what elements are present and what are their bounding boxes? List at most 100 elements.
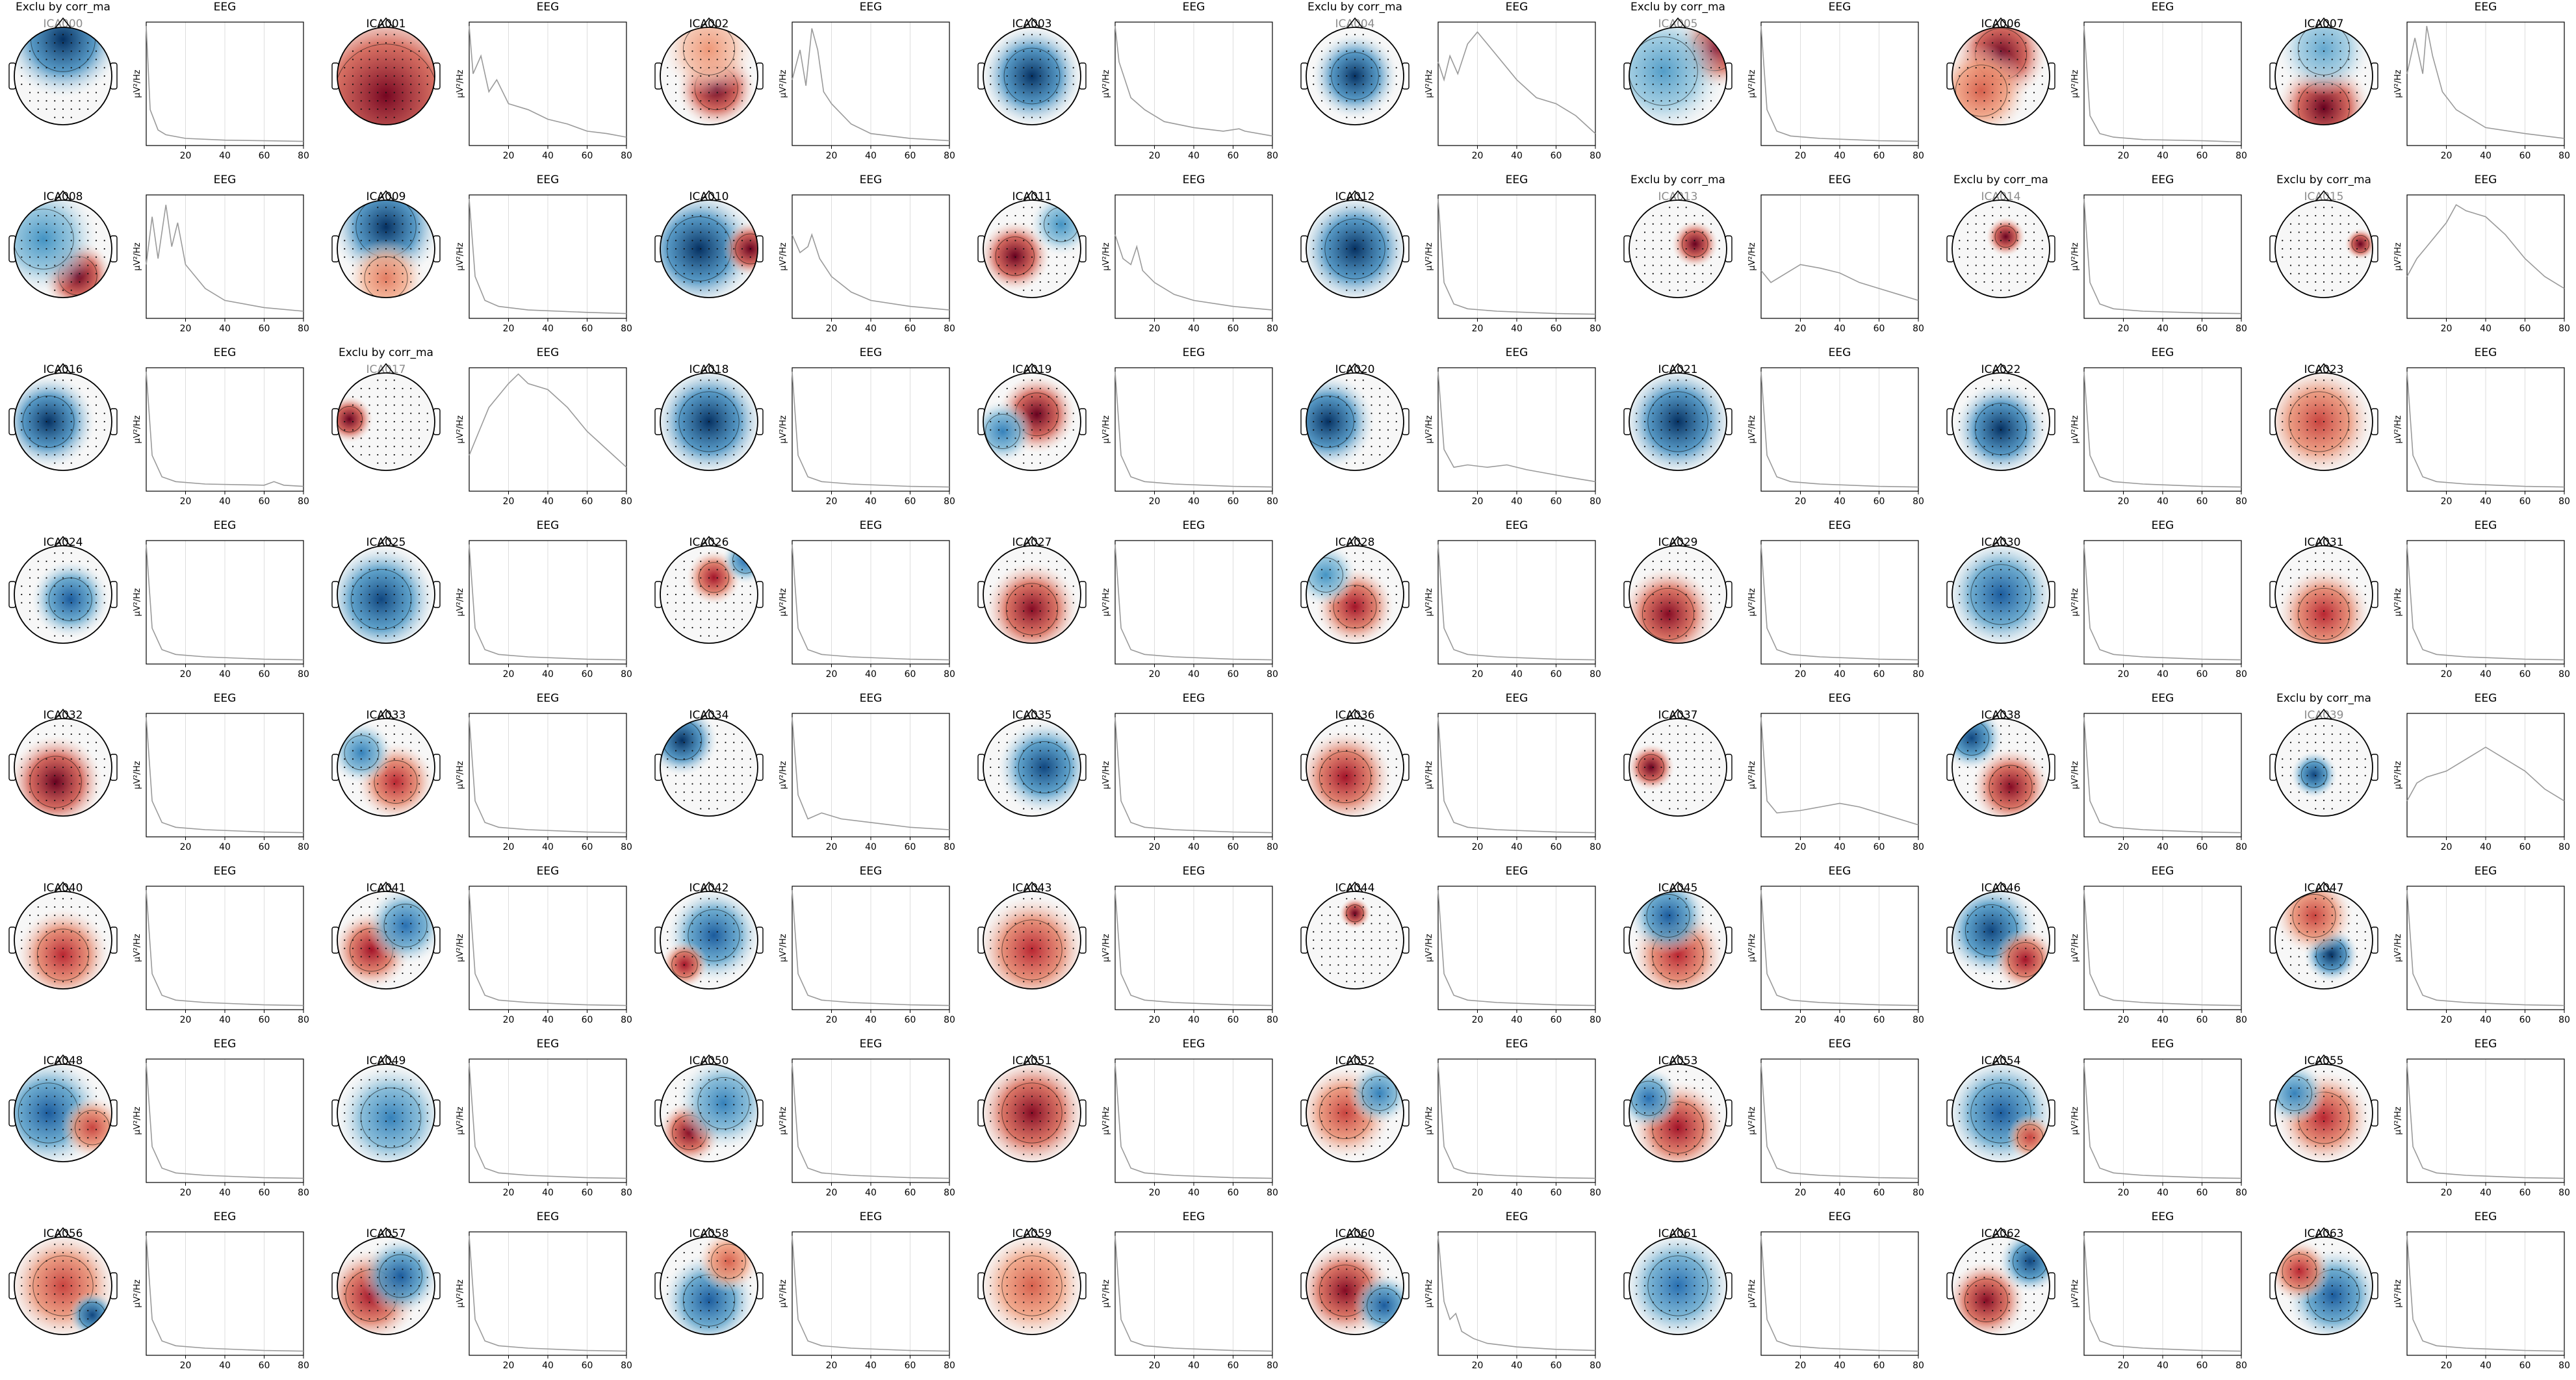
- psd-ylabel: µV²/Hz: [2393, 70, 2403, 98]
- psd-tick-label: 60: [2519, 496, 2531, 507]
- psd-panel: EEG 20 40 60 80 µV²/Hz: [2393, 173, 2570, 334]
- exclusion-title: Exclu by corr_ma: [16, 1, 110, 14]
- psd-line: [469, 889, 627, 1006]
- psd-tick-label: 40: [2157, 842, 2169, 852]
- topomap: [331, 881, 441, 990]
- topomap: [331, 1227, 441, 1335]
- psd-title: EEG: [1506, 1038, 1528, 1051]
- topomap-blob: [337, 27, 435, 125]
- topomap-blob: [2345, 228, 2373, 260]
- psd-tick-label: 20: [503, 324, 515, 334]
- topomap-contour: [1964, 1279, 2008, 1322]
- topomap-contour: [2292, 894, 2336, 938]
- psd-title: EEG: [214, 692, 237, 705]
- topomap-contour: [36, 928, 90, 981]
- psd-axes-frame: [469, 540, 627, 665]
- psd-ylabel: µV²/Hz: [779, 761, 788, 789]
- psd-ylabel: µV²/Hz: [1101, 1279, 1111, 1308]
- psd-ylabel: µV²/Hz: [779, 588, 788, 617]
- topomap: [2269, 363, 2378, 471]
- psd-tick-label: 80: [944, 324, 955, 334]
- component-label: ICA003: [1012, 18, 1052, 31]
- nose-outline: [1346, 1054, 1363, 1066]
- psd-axes-frame: [1114, 1058, 1273, 1183]
- psd-tick-label: 80: [944, 1015, 955, 1025]
- psd-axes-frame: [792, 194, 950, 319]
- psd-tick-label: 60: [2519, 842, 2531, 852]
- nose-outline: [1346, 881, 1363, 893]
- psd-line: [146, 544, 304, 661]
- psd-line: [1760, 717, 1919, 826]
- psd-ylabel: µV²/Hz: [1101, 761, 1111, 789]
- topomap-blob: [31, 560, 110, 639]
- topomap: [2269, 1227, 2378, 1335]
- psd-tick-label: 20: [2441, 151, 2453, 161]
- psd-tick-label: 60: [259, 324, 270, 334]
- psd-tick-label: 40: [1188, 151, 1200, 161]
- psd-title: EEG: [860, 1, 882, 14]
- psd-axes-frame: [146, 713, 304, 837]
- psd-tick-label: 20: [1149, 1188, 1161, 1198]
- psd-tick-label: 80: [298, 1361, 309, 1371]
- psd-tick-label: 60: [1874, 1015, 1885, 1025]
- psd-line: [1760, 371, 1919, 488]
- topomap-contour: [995, 236, 1035, 276]
- psd-line: [2406, 25, 2565, 139]
- psd-tick-label: 60: [1551, 1361, 1562, 1371]
- component-label: ICA048: [44, 1054, 83, 1067]
- topomap: [1623, 190, 1732, 298]
- head-outline: [1951, 545, 2050, 644]
- topomap: [654, 535, 764, 644]
- psd-line: [792, 1235, 950, 1352]
- psd-tick-label: 40: [219, 1015, 231, 1025]
- psd-title: EEG: [537, 519, 560, 532]
- nose-outline: [1992, 535, 2009, 547]
- psd-axes-frame: [2083, 1231, 2242, 1356]
- psd-tick-label: 40: [1511, 324, 1523, 334]
- psd-ylabel: µV²/Hz: [2070, 70, 2080, 98]
- psd-tick-label: 20: [1149, 324, 1161, 334]
- psd-tick-label: 60: [259, 1015, 270, 1025]
- psd-tick-label: 80: [944, 669, 955, 680]
- nose-outline: [1346, 363, 1363, 374]
- topomap-contour: [14, 209, 74, 270]
- sensor-dots: [1313, 207, 1397, 291]
- head-outline: [14, 891, 112, 990]
- psd-title: EEG: [2475, 346, 2497, 359]
- psd-line: [146, 1235, 304, 1352]
- psd-tick-label: 20: [826, 324, 838, 334]
- topomap: [1300, 363, 1410, 471]
- head-outline: [337, 891, 435, 990]
- topomap-contour: [1001, 1255, 1063, 1316]
- psd-panel: EEG 20 40 60 80 µV²/Hz: [1424, 692, 1601, 852]
- psd-line: [1114, 234, 1273, 311]
- psd-title: EEG: [2475, 1, 2497, 14]
- psd-line: [1437, 198, 1596, 315]
- psd-line: [792, 233, 950, 311]
- psd-tick-label: 20: [2441, 1361, 2453, 1371]
- psd-tick-label: 20: [826, 151, 838, 161]
- psd-tick-label: 20: [503, 1361, 515, 1371]
- psd-panel: EEG 20 40 60 80 µV²/Hz: [133, 519, 309, 680]
- psd-tick-label: 80: [298, 151, 309, 161]
- topomap-contour: [735, 233, 758, 264]
- head-outline: [14, 27, 112, 125]
- sensor-dots: [1636, 1071, 1720, 1155]
- psd-title: EEG: [1829, 692, 1851, 705]
- psd-tick-label: 60: [1874, 324, 1885, 334]
- component-ica027: ICA027 EEG 20 40 60 80 µV²/Hz: [977, 519, 1278, 680]
- psd-axes-frame: [2083, 886, 2242, 1010]
- psd-tick-label: 20: [503, 496, 515, 507]
- psd-axes-frame: [2406, 194, 2565, 319]
- head-outline: [14, 718, 112, 817]
- head-outline: [337, 545, 435, 644]
- psd-axes-frame: [1114, 194, 1273, 319]
- psd-tick-label: 40: [1834, 151, 1846, 161]
- sensor-dots: [344, 34, 428, 118]
- psd-ylabel: µV²/Hz: [1747, 70, 1757, 98]
- sensor-dots: [1636, 34, 1720, 118]
- sensor-dots: [1636, 379, 1720, 464]
- psd-line: [1114, 371, 1273, 488]
- psd-tick-label: 80: [298, 496, 309, 507]
- psd-tick-label: 40: [219, 669, 231, 680]
